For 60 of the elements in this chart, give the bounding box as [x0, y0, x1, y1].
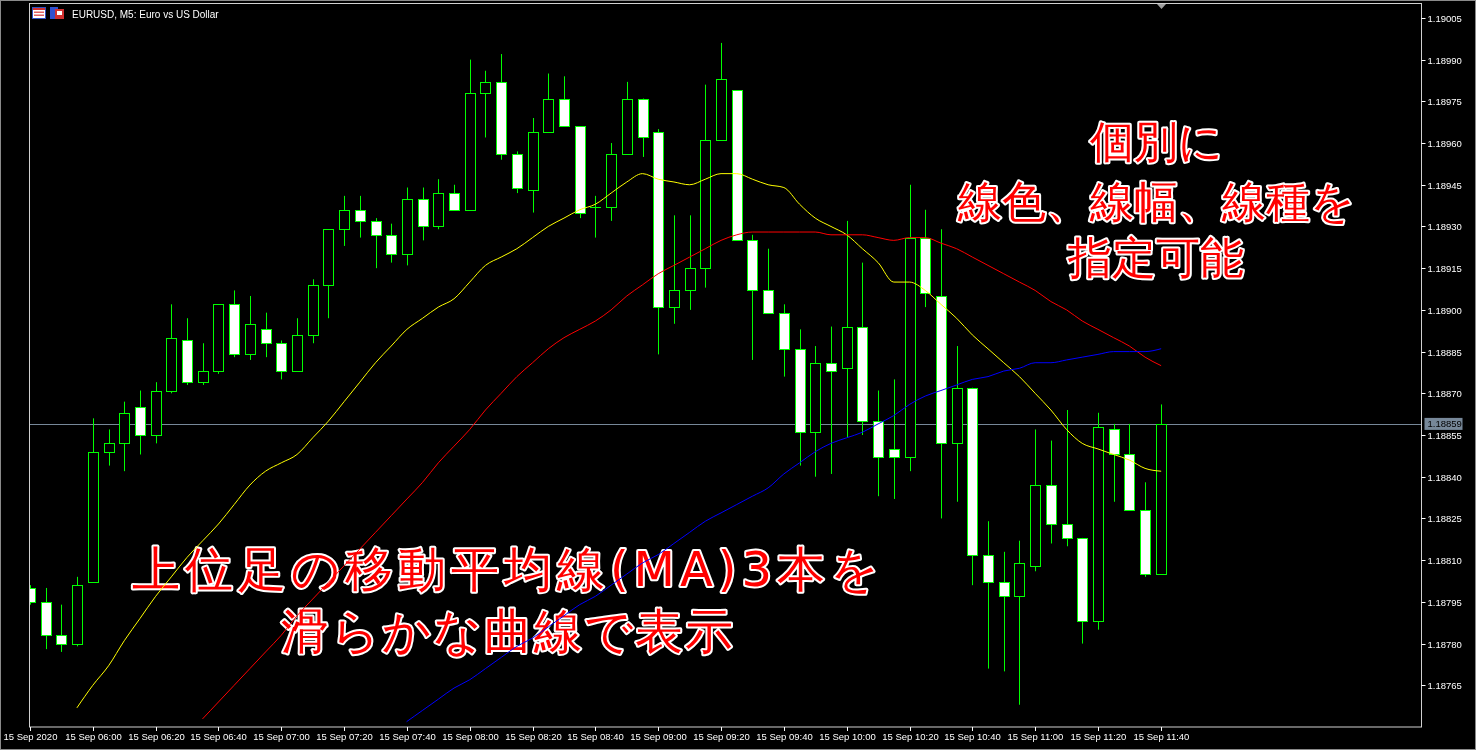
candlestick: [371, 217, 382, 269]
candlestick: [56, 604, 67, 653]
x-tick-label: 15 Sep 06:00: [65, 731, 122, 742]
y-tick-label: 1.18795: [1427, 597, 1462, 608]
x-tick-label: 15 Sep 07:20: [316, 731, 373, 742]
x-tick-label: 15 Sep 10:00: [819, 731, 876, 742]
x-tick-label: 15 Sep 06:20: [128, 731, 185, 742]
x-tick-label: 15 Sep 08:20: [505, 731, 562, 742]
candlestick: [449, 184, 460, 211]
annotation: 滑らかな曲線で表示: [281, 603, 735, 659]
candlestick: [339, 195, 350, 247]
candlestick: [826, 326, 837, 475]
y-tick-label: 1.18960: [1427, 138, 1462, 149]
candlestick: [685, 214, 696, 311]
x-tick-label: 15 Sep 10:20: [882, 731, 939, 742]
y-tick-label: 1.19005: [1427, 13, 1462, 24]
candlestick: [198, 342, 209, 386]
y-tick-label: 1.18855: [1427, 430, 1462, 441]
annotation: 線色、線幅、線種を: [956, 176, 1355, 227]
x-tick-label: 15 Sep 06:40: [190, 731, 247, 742]
ref-line-label: 1.18859: [1427, 418, 1462, 430]
y-tick-label: 1.18870: [1427, 388, 1462, 399]
candlestick: [480, 70, 491, 138]
x-tick-label: 15 Sep 07:00: [253, 731, 310, 742]
y-tick-label: 1.18765: [1427, 680, 1462, 691]
y-tick-label: 1.18825: [1427, 513, 1462, 524]
x-tick-label: 15 Sep 10:40: [944, 731, 1001, 742]
annotation: 個別に: [1089, 116, 1223, 167]
y-tick-label: 1.18840: [1427, 472, 1462, 483]
candlestick: [999, 551, 1010, 672]
candlestick: [669, 214, 680, 325]
x-tick-label: 15 Sep 11:00: [1007, 731, 1064, 742]
x-tick-label: 15 Sep 07:40: [379, 731, 436, 742]
x-tick-label: 15 Sep 08:00: [442, 731, 499, 742]
annotation: 指定可能: [1067, 232, 1244, 283]
candlestick: [261, 312, 272, 358]
x-tick-label: 15 Sep 11:20: [1070, 731, 1127, 742]
candlestick: [889, 378, 900, 500]
y-tick-label: 1.18930: [1427, 221, 1462, 232]
y-tick-label: 1.18945: [1427, 180, 1462, 191]
candlestick: [763, 248, 774, 314]
y-tick-label: 1.18780: [1427, 639, 1462, 650]
x-tick-label: 15 Sep 11:40: [1133, 731, 1190, 742]
x-tick-label: 15 Sep 09:40: [756, 731, 813, 742]
x-tick-label: 15 Sep 2020: [3, 731, 58, 742]
y-tick-label: 1.18900: [1427, 305, 1462, 316]
x-tick-label: 15 Sep 08:40: [567, 731, 624, 742]
candlestick: [355, 195, 366, 239]
candlestick: [104, 428, 115, 467]
candlestick: [590, 195, 601, 239]
chart-title: EURUSD, M5: Euro vs US Dollar: [72, 9, 220, 20]
y-tick-label: 1.18915: [1427, 263, 1462, 274]
y-tick-label: 1.18885: [1427, 347, 1462, 358]
y-tick-label: 1.18975: [1427, 96, 1462, 107]
y-tick-label: 1.18810: [1427, 555, 1462, 566]
candlestick: [386, 223, 397, 264]
y-tick-label: 1.18990: [1427, 55, 1462, 66]
x-tick-label: 15 Sep 09:00: [630, 731, 687, 742]
x-tick-label: 15 Sep 09:20: [693, 731, 750, 742]
candlestick: [1062, 409, 1073, 547]
